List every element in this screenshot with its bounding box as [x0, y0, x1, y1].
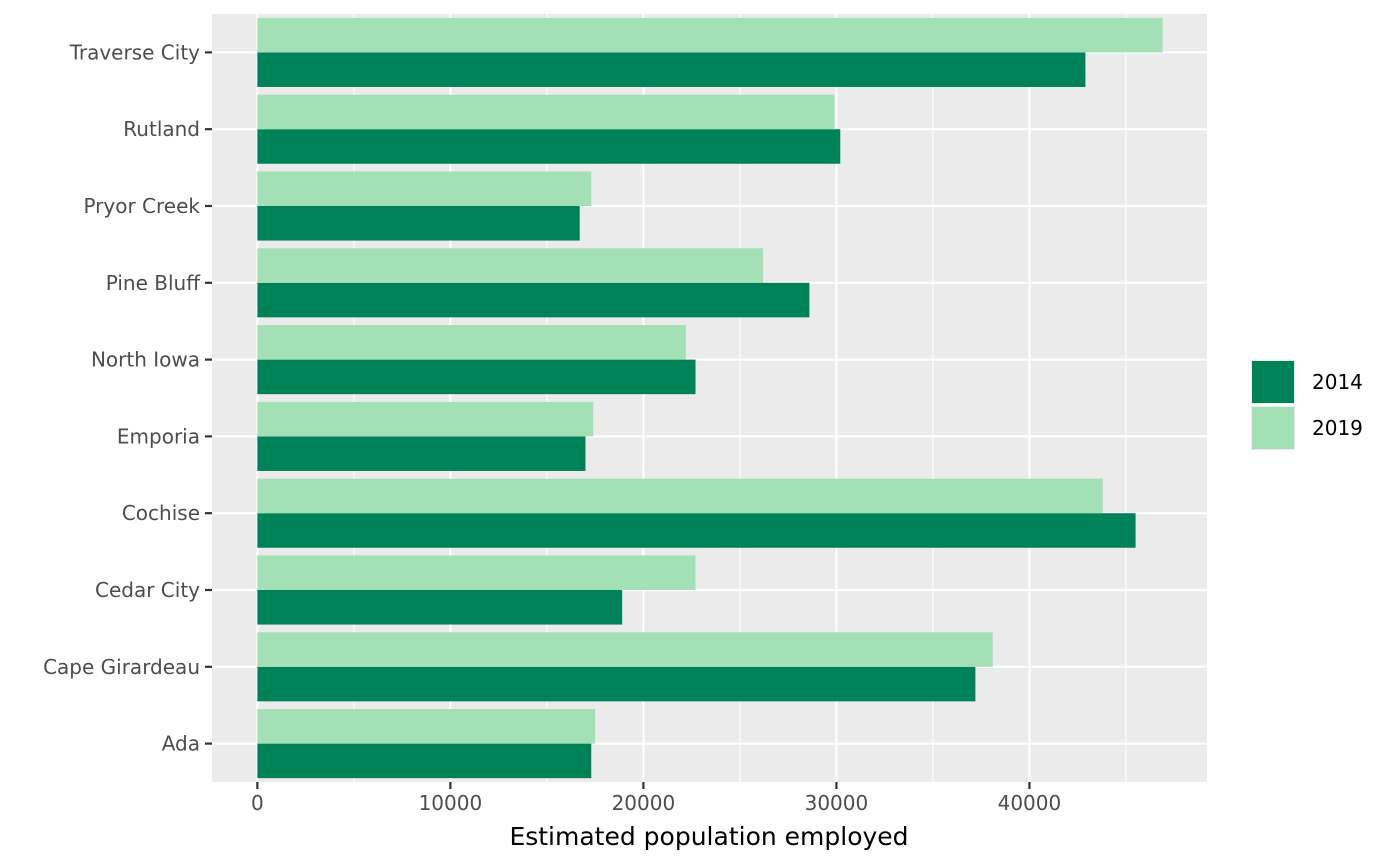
x-tick-label: 40000: [998, 791, 1062, 815]
y-tick-label: Pryor Creek: [83, 194, 200, 218]
bar-2019-pryor-creek: [257, 171, 592, 206]
bar-2019-rutland: [257, 94, 835, 130]
bar-2014-emporia: [257, 436, 586, 471]
bar-2014-pryor-creek: [257, 206, 580, 241]
bar-2014-cape-girardeau: [257, 666, 976, 702]
y-tick-label: Cedar City: [95, 578, 200, 602]
x-tick-label: 30000: [805, 791, 869, 815]
y-tick-label: Pine Bluff: [106, 271, 201, 295]
bar-2019-emporia: [257, 401, 594, 437]
bar-2019-cape-girardeau: [257, 632, 993, 667]
bar-2019-cedar-city: [257, 555, 696, 590]
bar-2014-ada: [257, 743, 592, 779]
bar-2019-north-iowa: [257, 325, 686, 360]
bar-2014-cochise: [257, 513, 1136, 548]
x-tick-label: 0: [251, 791, 264, 815]
bar-2014-rutland: [257, 129, 841, 164]
y-tick-label: Cochise: [122, 501, 200, 525]
y-tick-label: Ada: [162, 732, 200, 756]
y-axis: Ada Cape Girardeau Cedar City Cochise Empori…: [43, 40, 212, 756]
x-axis: 0 10000 20000 30000 40000: [251, 782, 1061, 815]
y-tick-label: North Iowa: [91, 348, 200, 372]
bar-2019-traverse-city: [257, 17, 1163, 53]
bars-layer: [257, 17, 1163, 779]
bar-2019-ada: [257, 709, 596, 744]
bar-2019-cochise: [257, 478, 1103, 514]
legend-swatch-2014: [1252, 361, 1294, 403]
bar-2019-pine-bluff: [257, 248, 764, 283]
legend-label-2019: 2019: [1312, 416, 1363, 440]
y-tick-label: Traverse City: [69, 40, 201, 64]
bar-2014-cedar-city: [257, 590, 623, 625]
x-tick-label: 20000: [612, 791, 676, 815]
legend-label-2014: 2014: [1312, 370, 1363, 394]
bar-2014-north-iowa: [257, 359, 696, 395]
x-axis-title: Estimated population employed: [509, 822, 908, 851]
y-tick-label: Emporia: [117, 424, 200, 448]
legend-swatch-2019: [1252, 407, 1294, 449]
bar-2014-traverse-city: [257, 52, 1086, 87]
y-tick-label: Rutland: [123, 117, 200, 141]
legend: 2014 2019: [1251, 360, 1363, 450]
bar-2014-pine-bluff: [257, 282, 810, 318]
x-tick-label: 10000: [419, 791, 483, 815]
y-tick-label: Cape Girardeau: [43, 655, 200, 679]
